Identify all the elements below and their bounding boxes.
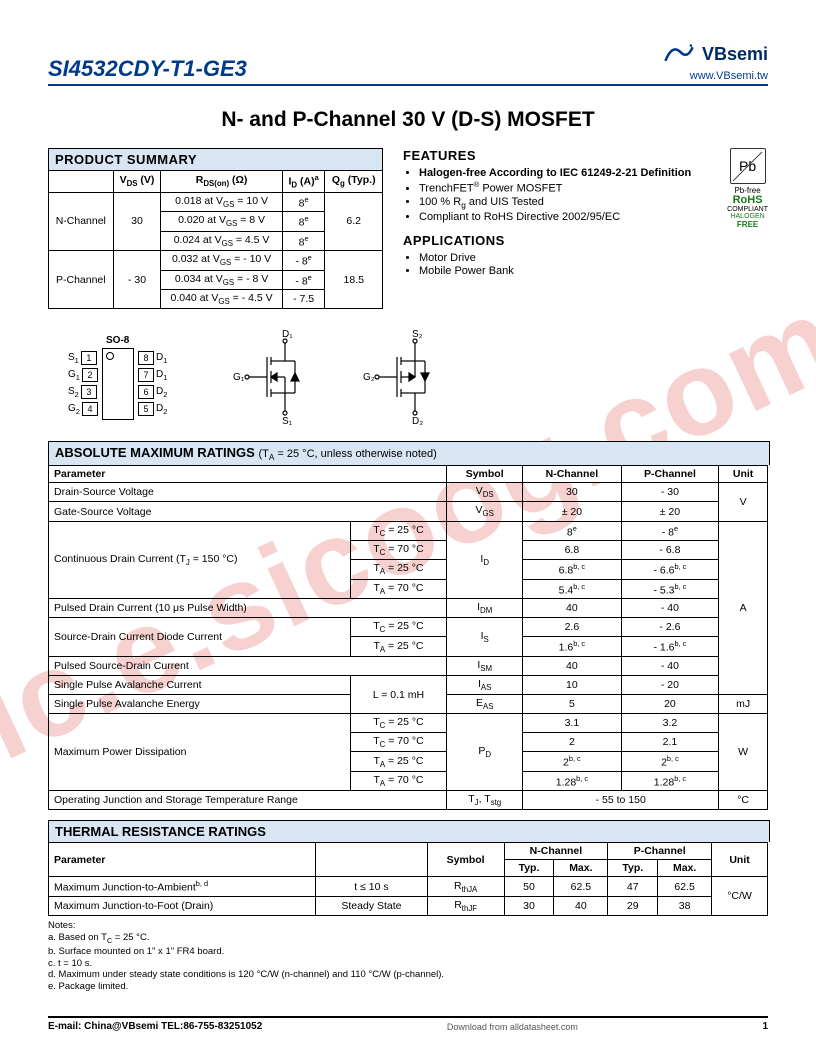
compliance-badges: Pb Pb-free RoHS COMPLIANT HALOGEN FREE xyxy=(727,148,768,229)
svg-text:S₂: S₂ xyxy=(412,329,423,340)
amr-heading: ABSOLUTE MAXIMUM RATINGS (TA = 25 °C, un… xyxy=(48,441,770,465)
trr-table: ParameterSymbolN-ChannelP-ChannelUnit Ty… xyxy=(48,842,768,916)
amr-table: ParameterSymbolN-ChannelP-ChannelUnit Dr… xyxy=(48,465,768,810)
list-item: 100 % Rg and UIS Tested xyxy=(419,196,768,210)
pb-free-icon: Pb xyxy=(730,148,766,184)
product-summary-heading: PRODUCT SUMMARY xyxy=(48,148,383,170)
brand-logo-icon xyxy=(662,40,696,68)
page-title: N- and P-Channel 30 V (D-S) MOSFET xyxy=(48,108,768,132)
features-list: Halogen-free According to IEC 61249-2-21… xyxy=(419,167,768,223)
diagrams-row: SO-8 S11 G12 S23 G24 8D1 7D1 6D2 5D2 xyxy=(68,327,768,427)
product-summary-table: VDS (V) RDS(on) (Ω) ID (A)a Qg (Typ.) N-… xyxy=(48,170,383,309)
part-number: SI4532CDY-T1-GE3 xyxy=(48,56,247,82)
page-header: SI4532CDY-T1-GE3 VBsemi www.VBsemi.tw xyxy=(48,40,768,86)
ps-col: RDS(on) (Ω) xyxy=(161,171,282,193)
notes: Notes: a. Based on TC = 25 °C. b. Surfac… xyxy=(48,920,768,993)
ps-col: ID (A)a xyxy=(282,171,325,193)
page-footer: E-mail: China@VBsemi TEL:86-755-83251052… xyxy=(48,1016,768,1032)
brand-url: www.VBsemi.tw xyxy=(662,70,768,82)
svg-text:G₂: G₂ xyxy=(363,372,375,383)
ps-cell: 0.018 at VGS = 10 V xyxy=(161,192,282,212)
ps-col: VDS (V) xyxy=(113,171,161,193)
list-item: TrenchFET® Power MOSFET xyxy=(419,180,768,195)
ps-col: Qg (Typ.) xyxy=(325,171,383,193)
svg-text:D₂: D₂ xyxy=(412,416,423,427)
features-heading: FEATURES xyxy=(403,148,768,163)
so8-pinout: SO-8 S11 G12 S23 G24 8D1 7D1 6D2 5D2 xyxy=(68,335,167,420)
svg-text:D₁: D₁ xyxy=(282,329,293,340)
rohs-badge: RoHS xyxy=(727,195,768,206)
trr-heading: THERMAL RESISTANCE RATINGS xyxy=(48,820,770,842)
svg-text:G₁: G₁ xyxy=(233,372,245,383)
brand: VBsemi xyxy=(662,40,768,68)
mosfet-schematic-icon: D₁ S₁ G₁ S₂ xyxy=(207,327,487,427)
svg-text:S₁: S₁ xyxy=(282,416,293,427)
applications-list: Motor Drive Mobile Power Bank xyxy=(419,252,768,277)
brand-name: VBsemi xyxy=(702,44,768,65)
applications-heading: APPLICATIONS xyxy=(403,233,768,248)
